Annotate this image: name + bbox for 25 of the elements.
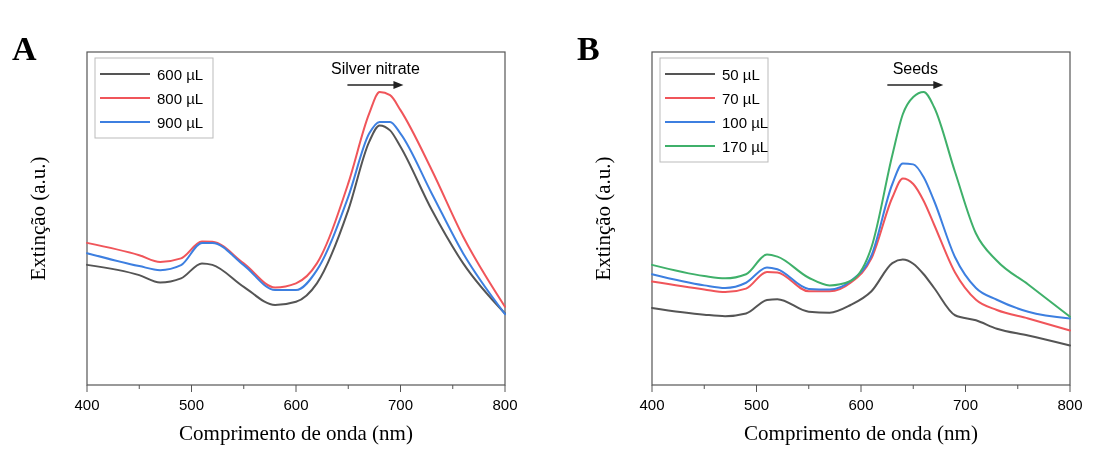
chart-title: A [12,30,37,67]
x-tick-label: 600 [848,396,874,413]
legend-label: 600 µL [157,66,204,83]
legend-label: 900 µL [157,114,204,131]
chart-title: B [577,30,600,67]
x-tick-label: 800 [1057,396,1083,413]
x-axis-title: Comprimento de onda (nm) [179,421,413,445]
y-axis-title: Extinção (a.u.) [26,156,50,281]
x-tick-label: 700 [952,396,979,413]
text: Seeds [892,60,939,77]
x-tick-label: 500 [743,396,770,413]
x-axis-title: Comprimento de onda (nm) [744,421,978,445]
x-tick-label: 800 [492,396,518,413]
legend-label: 50 µL [722,66,760,83]
x-tick-label: 600 [283,396,309,413]
text: Silver nitrate [330,60,420,77]
legend-label: 800 µL [157,90,204,107]
x-tick-label: 500 [178,396,205,413]
x-tick-label: 700 [387,396,414,413]
legend-label: 170 µL [722,138,769,155]
x-tick-label: 400 [74,396,100,413]
legend-label: 70 µL [722,90,760,107]
x-tick-label: 400 [639,396,665,413]
legend-label: 100 µL [722,114,769,131]
y-axis-title: Extinção (a.u.) [591,156,615,281]
